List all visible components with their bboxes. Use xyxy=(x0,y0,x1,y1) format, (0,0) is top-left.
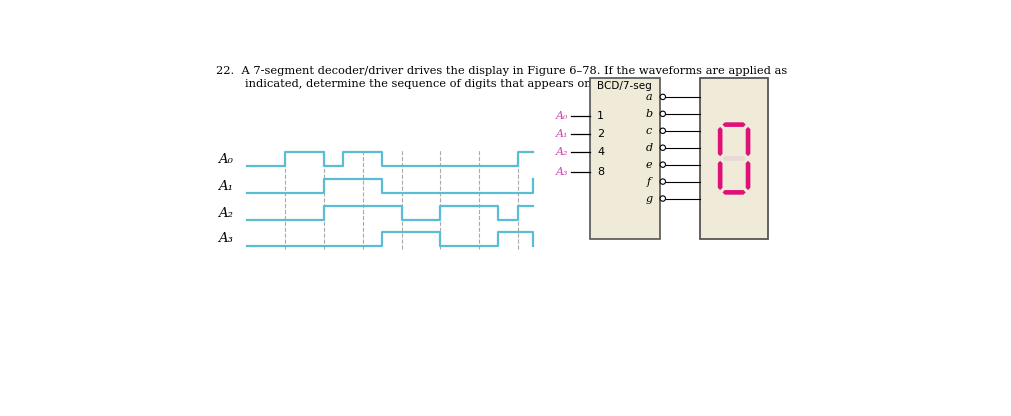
Text: A₀: A₀ xyxy=(217,153,233,166)
Text: 1: 1 xyxy=(596,111,604,121)
Text: BCD/7-seg: BCD/7-seg xyxy=(596,81,651,91)
Text: 2: 2 xyxy=(596,129,604,139)
Text: A₁: A₁ xyxy=(217,180,233,193)
Polygon shape xyxy=(722,156,745,161)
Text: 22.  A 7-segment decoder/driver drives the display in Figure 6–78. If the wavefo: 22. A 7-segment decoder/driver drives th… xyxy=(215,66,787,76)
Circle shape xyxy=(659,94,665,99)
Bar xyxy=(700,78,767,239)
Circle shape xyxy=(659,179,665,184)
Text: A₁: A₁ xyxy=(555,129,568,139)
Text: A₃: A₃ xyxy=(217,232,233,245)
Polygon shape xyxy=(722,190,745,195)
Text: b: b xyxy=(645,109,652,119)
Text: 4: 4 xyxy=(596,147,604,157)
Text: A₀: A₀ xyxy=(555,111,568,121)
Circle shape xyxy=(659,111,665,116)
Text: a: a xyxy=(645,92,651,102)
Text: A₂: A₂ xyxy=(555,147,568,157)
Polygon shape xyxy=(717,161,722,190)
Text: f: f xyxy=(646,176,650,187)
Polygon shape xyxy=(745,161,749,190)
Text: A₂: A₂ xyxy=(217,207,233,220)
Polygon shape xyxy=(717,127,722,156)
Circle shape xyxy=(659,196,665,201)
Text: e: e xyxy=(645,160,651,170)
Bar xyxy=(589,78,659,239)
Polygon shape xyxy=(745,127,749,156)
Text: g: g xyxy=(645,193,652,203)
Circle shape xyxy=(659,162,665,167)
Text: indicated, determine the sequence of digits that appears on the display.: indicated, determine the sequence of dig… xyxy=(215,79,659,89)
Text: c: c xyxy=(645,126,651,136)
Text: A₃: A₃ xyxy=(555,166,568,176)
Text: d: d xyxy=(645,143,652,153)
Circle shape xyxy=(659,128,665,134)
Polygon shape xyxy=(722,122,745,127)
Text: 8: 8 xyxy=(596,166,604,176)
Circle shape xyxy=(659,145,665,151)
